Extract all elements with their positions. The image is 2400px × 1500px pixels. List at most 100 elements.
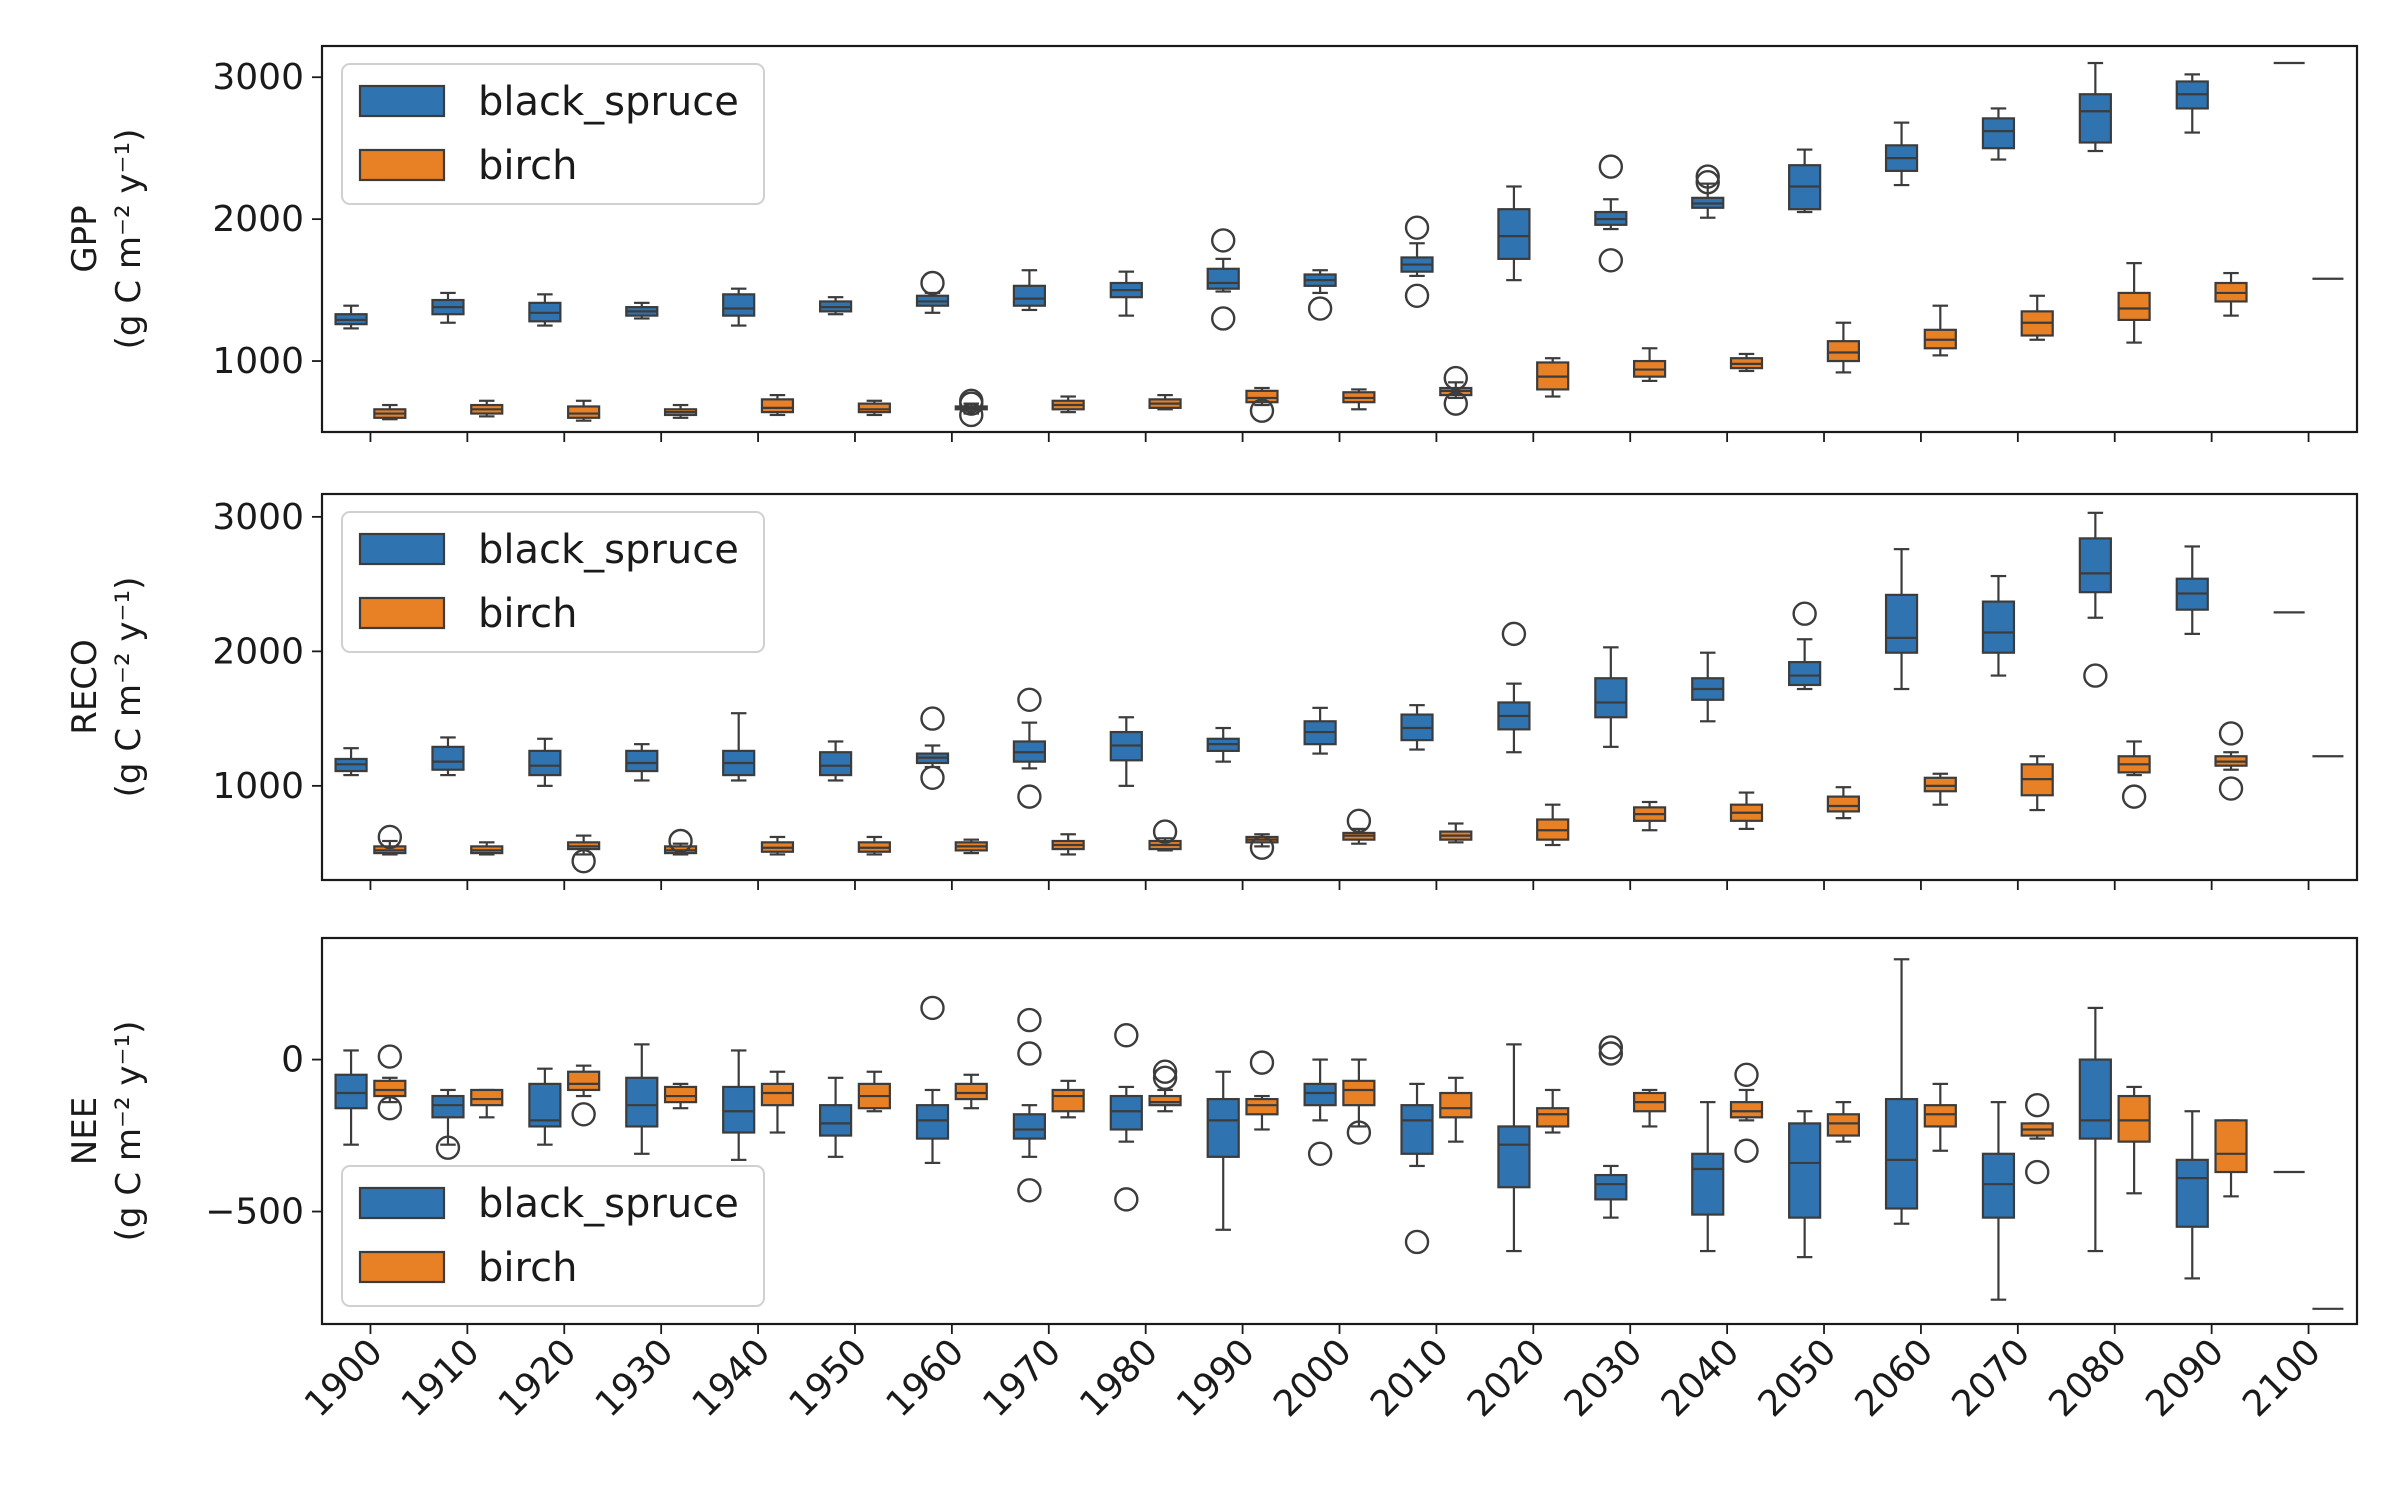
box-black_spruce-2050 [1788, 148, 1822, 214]
outlier-point [377, 1044, 403, 1069]
box-iqr [1788, 1122, 1822, 1219]
y-tick-label: 2000 [212, 631, 304, 672]
box-birch-2010 [1439, 1076, 1473, 1143]
x-tick-label: 2090 [2138, 1331, 2232, 1425]
box-iqr [1594, 677, 1628, 719]
x-tick-label: 1980 [1072, 1331, 1166, 1425]
box-iqr [1884, 1097, 1919, 1210]
x-ticks-gpp [369, 432, 2310, 442]
outlier-point [1114, 1023, 1139, 1048]
box-birch-1920 [567, 1064, 601, 1127]
box-black_spruce-2050 [1788, 1110, 1822, 1259]
box-birch-1920 [567, 834, 601, 874]
x-tick-label: 2080 [2041, 1331, 2135, 1425]
outlier-point [1152, 1065, 1178, 1091]
box-black_spruce-1930 [625, 1043, 659, 1155]
box-birch-2000 [1342, 1058, 1376, 1145]
box-black_spruce-2060 [1884, 121, 1919, 187]
box-birch-1970 [1051, 833, 1085, 856]
box-iqr [470, 1088, 504, 1107]
box-black_spruce-1940 [722, 287, 756, 327]
box-birch-2060 [1923, 1082, 1957, 1152]
outlier-point [1598, 1035, 1624, 1060]
outlier-point [920, 270, 945, 296]
box-black_spruce-2090 [2175, 73, 2209, 134]
box-iqr [1981, 1152, 2016, 1219]
outlier-point [1598, 1041, 1624, 1066]
legend-swatch-black-spruce [358, 84, 446, 118]
box-birch-1980 [1148, 394, 1182, 411]
box-birch-1910 [470, 399, 504, 418]
box-iqr [663, 1085, 698, 1104]
outlier-point [1249, 398, 1275, 423]
panel-nee: −500 0 NEE (g C m⁻² y⁻¹) black_spruce bir… [65, 936, 2359, 1334]
box-black_spruce-1910 [431, 1088, 465, 1160]
box-birch-1910 [470, 1088, 504, 1119]
box-birch-2040 [1729, 1062, 1764, 1163]
box-iqr [1594, 1173, 1628, 1201]
legend-label-birch: birch [478, 143, 577, 189]
box-birch-2030 [1632, 800, 1667, 832]
outlier-point [1211, 306, 1236, 331]
box-iqr [1729, 1101, 1764, 1119]
outlier-point [1598, 154, 1624, 179]
box-birch-2010 [1439, 365, 1473, 416]
box-black_spruce-1900 [334, 1049, 368, 1146]
box-iqr [2078, 1058, 2112, 1140]
outlier-point [920, 706, 945, 731]
box-black_spruce-1990 [1206, 228, 1240, 331]
y-tick-label: 2000 [212, 199, 304, 240]
x-tick-label: 2010 [1363, 1331, 1457, 1425]
box-birch-1950 [857, 399, 891, 417]
panel-gpp: 1000 2000 3000 GPP (g C m⁻² y⁻¹) black_spr… [65, 44, 2359, 442]
outlier-point [1346, 1120, 1372, 1145]
box-black_spruce-2080 [2078, 511, 2112, 688]
box-iqr [1923, 776, 1957, 793]
box-birch-1990 [1245, 1050, 1279, 1131]
outlier-point [1249, 835, 1275, 860]
legend-label-black-spruce: black_spruce [478, 1181, 739, 1227]
box-iqr [818, 1104, 853, 1137]
outlier-point [1792, 601, 1817, 626]
legend-label-birch: birch [478, 591, 577, 637]
legend-frame [341, 511, 765, 653]
panel-reco: 1000 2000 3000 RECO (g C m⁻² y⁻¹) black_sp… [65, 492, 2359, 890]
outlier-point [1017, 784, 1042, 809]
box-birch-2030 [1632, 1088, 1667, 1128]
boxes-gpp [334, 61, 2344, 428]
outlier-point [2083, 663, 2108, 688]
box-black_spruce-1950 [818, 740, 853, 782]
x-tick-label: 2060 [1848, 1331, 1942, 1425]
box-iqr [431, 1094, 465, 1119]
outlier-point [1695, 170, 1720, 195]
box-birch-1980 [1148, 1059, 1182, 1113]
box-black_spruce-2080 [2078, 1006, 2112, 1253]
x-tick-label: 1990 [1169, 1331, 1263, 1425]
box-iqr [431, 745, 465, 771]
box-birch-2090 [2214, 1119, 2248, 1198]
box-iqr [1497, 208, 1531, 260]
box-black_spruce-2040 [1691, 1101, 1725, 1253]
box-birch-1980 [1148, 819, 1182, 852]
box-iqr [1303, 1082, 1337, 1107]
box-black_spruce-1970 [1012, 1007, 1047, 1203]
legend-swatch-black-spruce [358, 532, 446, 566]
boxes-reco [334, 511, 2344, 874]
box-birch-1960 [954, 388, 988, 428]
outlier-point [1017, 1041, 1042, 1066]
outlier-point [1307, 296, 1333, 321]
legend-swatch-birch [358, 148, 446, 182]
box-black_spruce-1990 [1206, 1070, 1240, 1231]
y-tick-label: 1000 [212, 341, 304, 382]
box-birch-1960 [954, 1073, 988, 1110]
box-birch-1940 [760, 1070, 795, 1134]
box-iqr [1012, 284, 1047, 307]
y-tick-label: 3000 [212, 57, 304, 98]
box-black_spruce-2080 [2078, 61, 2112, 153]
box-birch-1990 [1245, 386, 1279, 423]
box-black_spruce-1910 [431, 736, 465, 777]
box-birch-2040 [1729, 352, 1764, 373]
box-birch-2000 [1342, 388, 1376, 411]
box-birch-2070 [2020, 755, 2054, 812]
box-birch-2080 [2117, 740, 2151, 809]
